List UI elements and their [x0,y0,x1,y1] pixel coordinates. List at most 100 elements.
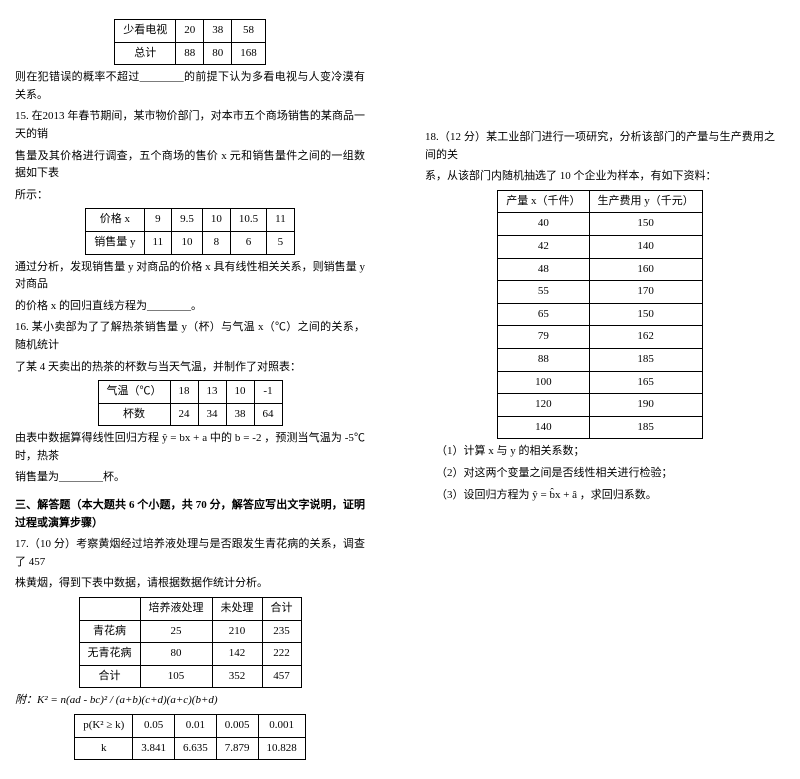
cell: 48 [498,258,589,281]
cell: 58 [232,20,266,43]
cell: 无青花病 [79,643,140,666]
text: 18.（12 分）某工业部门进行一项研究，分析该部门的产量与生产费用之间的关 [425,129,775,164]
cell: 7.879 [216,737,258,760]
cell: 150 [589,303,702,326]
cell: 170 [589,281,702,304]
cell: 64 [254,403,282,426]
cell: p(K² ≥ k) [75,715,133,738]
cell: k [75,737,133,760]
cell: 0.001 [258,715,305,738]
text: 通过分析，发现销售量 y 对商品的价格 x 具有线性相关关系，则销售量 y 对商… [15,259,365,294]
cell: 235 [262,620,301,643]
cell: 190 [589,394,702,417]
cell: 120 [498,394,589,417]
cell: 162 [589,326,702,349]
cell: 40 [498,213,589,236]
cell: 105 [140,665,212,688]
cell: 11 [144,231,172,254]
cell: 185 [589,416,702,439]
cell: 10.828 [258,737,305,760]
cell: 气温（℃） [98,381,170,404]
section-title: 三、解答题（本大题共 6 个小题，共 70 分，解答应写出文字说明，证明过程或演… [15,497,365,532]
cell: 80 [140,643,212,666]
price-table: 价格 x 9 9.5 10 10.5 11 销售量 y 11 10 8 6 5 [85,208,294,254]
text: 株黄烟，得到下表中数据，请根据数据作统计分析。 [15,575,365,593]
cell: 青花病 [79,620,140,643]
cell: 合计 [79,665,140,688]
text: 则在犯错误的概率不超过________的前提下认为多看电视与人变冷漠有关系。 [15,69,365,104]
cell: 150 [589,213,702,236]
cell: 222 [262,643,301,666]
cell [79,598,140,621]
cell: 11 [267,209,295,232]
cell: 185 [589,348,702,371]
cell: 销售量 y [86,231,144,254]
cell: 0.05 [133,715,175,738]
cell: 0.01 [175,715,217,738]
cell: 160 [589,258,702,281]
cell: 38 [204,20,232,43]
text: 销售量为________杯。 [15,469,365,487]
cell: 0.005 [216,715,258,738]
cell: 5 [267,231,295,254]
cell: 24 [170,403,198,426]
cell: 3.841 [133,737,175,760]
text: （1）计算 x 与 y 的相关系数； [425,443,775,461]
cell: 10 [172,231,203,254]
tv-table: 少看电视 20 38 58 总计 88 80 168 [114,19,266,65]
cell: 9.5 [172,209,203,232]
cell: 6.635 [175,737,217,760]
cell: 产量 x（千件） [498,190,589,213]
cell: 65 [498,303,589,326]
cell: 42 [498,235,589,258]
cell: 20 [176,20,204,43]
text: 售量及其价格进行调查，五个商场的售价 x 元和销售量件之间的一组数据如下表 [15,148,365,183]
text: 的价格 x 的回归直线方程为________。 [15,298,365,316]
culture-table: 培养液处理 未处理 合计 青花病 25 210 235 无青花病 80 142 … [79,597,302,688]
text: 由表中数据算得线性回归方程 ŷ = bx + a 中的 b = -2 ，预测当气… [15,430,365,465]
cell: 9 [144,209,172,232]
text: 16. 某小卖部为了了解热茶销售量 y（杯）与气温 x（℃）之间的关系，随机统计 [15,319,365,354]
cell: 165 [589,371,702,394]
cell: 少看电视 [115,20,176,43]
cell: 总计 [115,42,176,65]
cell: 80 [204,42,232,65]
cell: 培养液处理 [140,598,212,621]
cell: 55 [498,281,589,304]
cell: 杯数 [98,403,170,426]
text: 15. 在2013 年春节期间，某市物价部门，对本市五个商场销售的某商品一天的销 [15,108,365,143]
temp-table: 气温（℃） 18 13 10 -1 杯数 24 34 38 64 [98,380,283,426]
text: （3）设回归方程为 ŷ = b̂x + â ，求回归系数。 [425,487,775,505]
cell: 价格 x [86,209,144,232]
cell: 88 [498,348,589,371]
cell: 18 [170,381,198,404]
cell: 6 [230,231,266,254]
text: 系，从该部门内随机抽选了 10 个企业为样本，有如下资料： [425,168,775,186]
cell: 10.5 [230,209,266,232]
text: （2）对这两个变量之间是否线性相关进行检验； [425,465,775,483]
text: 了某 4 天卖出的热茶的杯数与当天气温，并制作了对照表： [15,359,365,377]
cell: 13 [198,381,226,404]
cell: 34 [198,403,226,426]
production-table: 产量 x（千件） 生产费用 y（千元） 40150 42140 48160 55… [497,190,703,440]
cell: 100 [498,371,589,394]
cell: 生产费用 y（千元） [589,190,702,213]
cell: 88 [176,42,204,65]
cell: 140 [589,235,702,258]
text: 所示： [15,187,365,205]
cell: 合计 [262,598,301,621]
cell: -1 [254,381,282,404]
formula: 附：K² = n(ad - bc)² / (a+b)(c+d)(a+c)(b+d… [15,692,365,710]
cell: 79 [498,326,589,349]
cell: 10 [226,381,254,404]
cell: 8 [202,231,230,254]
cell: 352 [212,665,262,688]
cell: 未处理 [212,598,262,621]
text: 17.（10 分）考察黄烟经过培养液处理与是否跟发生青花病的关系，调查了 457 [15,536,365,571]
k-table: p(K² ≥ k) 0.05 0.01 0.005 0.001 k 3.841 … [74,714,306,760]
cell: 210 [212,620,262,643]
cell: 10 [202,209,230,232]
cell: 25 [140,620,212,643]
cell: 457 [262,665,301,688]
cell: 142 [212,643,262,666]
